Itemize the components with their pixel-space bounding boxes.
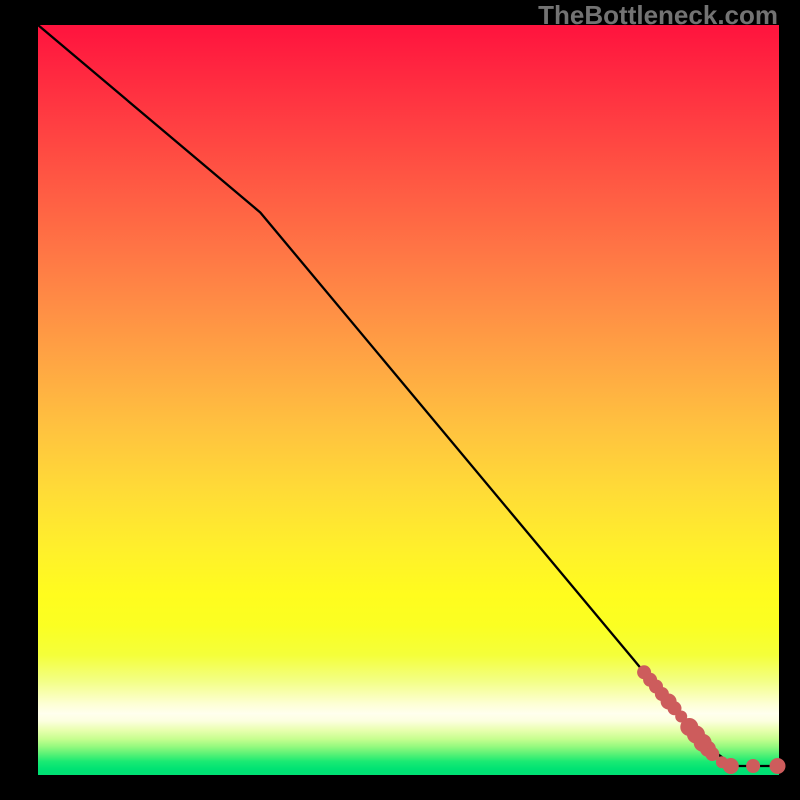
data-point (746, 759, 760, 773)
bottleneck-curve (38, 25, 779, 766)
watermark-text: TheBottleneck.com (538, 0, 778, 31)
chart-container: TheBottleneck.com (0, 0, 800, 800)
data-point (723, 758, 739, 774)
chart-overlay-svg (0, 0, 800, 800)
data-point (770, 758, 786, 774)
